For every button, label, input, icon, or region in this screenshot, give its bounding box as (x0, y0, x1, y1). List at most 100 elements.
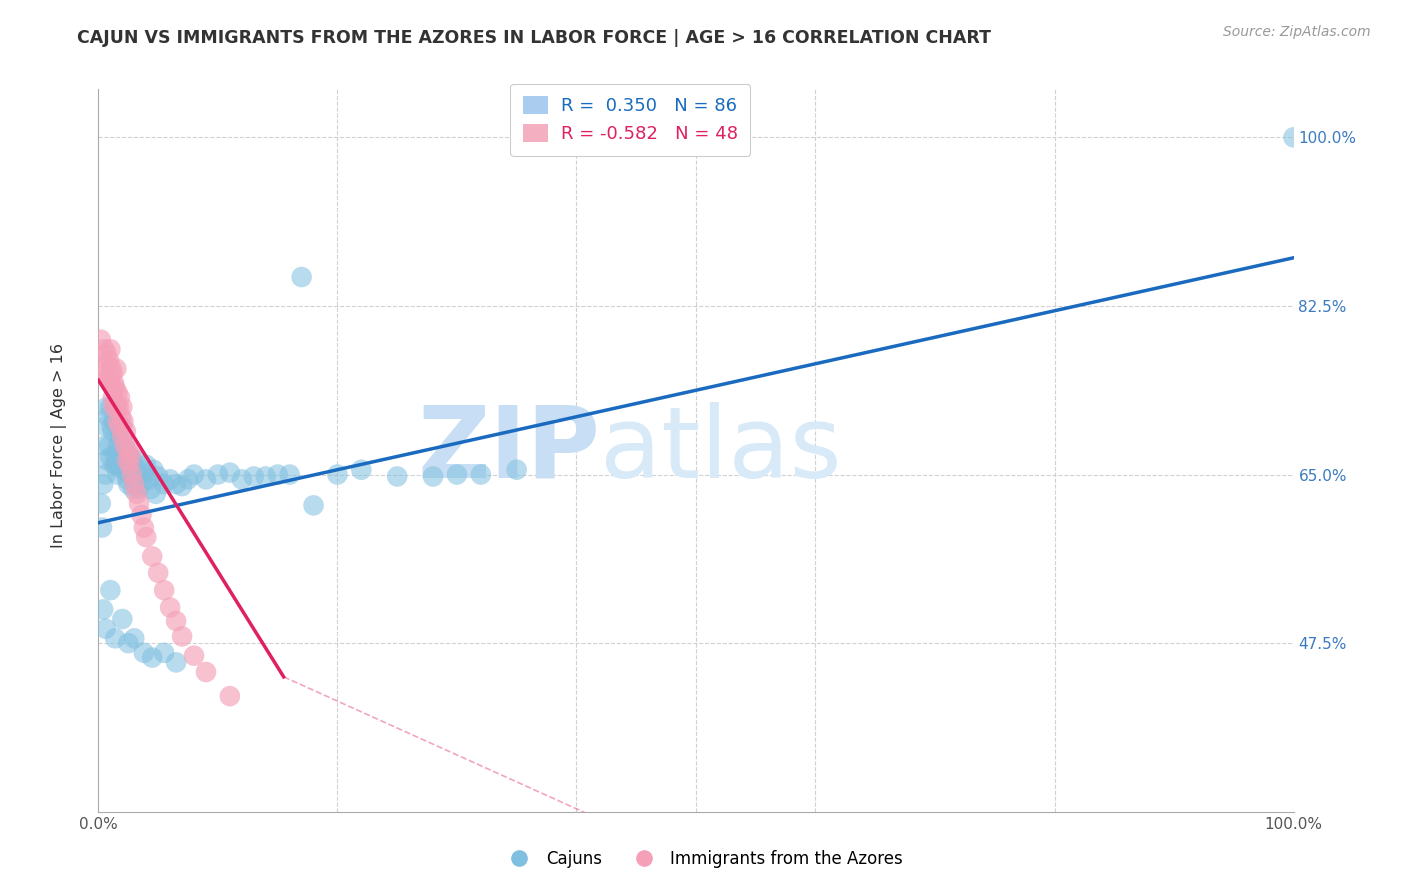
Point (131, 477, 153, 491)
Point (96, 347, 118, 361)
Point (94, 622, 117, 636)
Point (115, 472, 138, 486)
Point (219, 689, 242, 703)
Point (107, 424, 129, 438)
Point (125, 487, 148, 501)
Point (254, 469, 277, 483)
Text: In Labor Force | Age > 16: In Labor Force | Age > 16 (51, 343, 67, 549)
Point (128, 472, 150, 486)
Point (120, 467, 142, 482)
Point (129, 463, 152, 477)
Point (141, 650, 163, 665)
Point (101, 424, 124, 438)
Point (101, 367, 124, 381)
Point (118, 458, 141, 472)
Point (145, 487, 167, 501)
Point (97, 371, 120, 385)
Point (446, 467, 468, 482)
Point (108, 434, 131, 448)
Point (94, 367, 117, 381)
Point (506, 463, 529, 477)
Point (90, 496, 112, 510)
Point (195, 472, 218, 486)
Point (131, 508, 153, 522)
Point (159, 600, 181, 615)
Point (117, 477, 139, 491)
Point (114, 439, 136, 453)
Point (385, 469, 409, 483)
Legend: R =  0.350   N = 86, R = -0.582   N = 48: R = 0.350 N = 86, R = -0.582 N = 48 (510, 84, 751, 156)
Point (139, 482, 162, 496)
Point (159, 472, 181, 486)
Point (107, 439, 129, 453)
Point (98, 400, 122, 414)
Point (165, 477, 187, 491)
Point (125, 467, 148, 482)
Text: ZIP: ZIP (418, 402, 600, 499)
Point (117, 636, 139, 650)
Point (105, 458, 128, 472)
Point (135, 458, 157, 472)
Point (267, 467, 290, 482)
Point (100, 361, 122, 376)
Point (124, 477, 146, 491)
Point (96, 453, 118, 467)
Point (91, 361, 114, 376)
Point (132, 520, 155, 534)
Point (93, 343, 115, 357)
Point (118, 458, 141, 472)
Point (111, 612, 134, 626)
Point (98, 354, 121, 368)
Point (111, 419, 134, 434)
Point (141, 549, 163, 564)
Point (207, 467, 229, 482)
Point (114, 439, 136, 453)
Point (103, 415, 125, 429)
Point (98, 376, 122, 390)
Point (108, 419, 131, 434)
Point (103, 376, 125, 390)
Point (470, 467, 492, 482)
Point (111, 429, 134, 443)
Point (98, 439, 121, 453)
Point (98, 450, 122, 465)
Point (93, 439, 115, 453)
Point (111, 463, 134, 477)
Text: atlas: atlas (600, 402, 842, 499)
Point (183, 648, 205, 663)
Point (243, 469, 266, 483)
Point (183, 467, 205, 482)
Point (124, 472, 146, 486)
Point (108, 458, 131, 472)
Point (103, 400, 125, 414)
Point (91, 602, 114, 616)
Point (124, 453, 146, 467)
Legend: Cajuns, Immigrants from the Azores: Cajuns, Immigrants from the Azores (496, 844, 910, 875)
Point (115, 463, 138, 477)
Point (101, 391, 124, 405)
Point (97, 409, 120, 424)
Point (94, 467, 117, 482)
Point (107, 415, 129, 429)
Point (219, 466, 242, 480)
Point (177, 472, 200, 486)
Point (195, 665, 218, 679)
Point (117, 448, 139, 462)
Point (278, 467, 301, 482)
Point (112, 415, 135, 429)
Point (350, 463, 373, 477)
Point (108, 391, 131, 405)
Point (148, 566, 170, 580)
Point (117, 443, 139, 458)
Point (111, 400, 134, 414)
Point (153, 583, 176, 598)
Point (122, 482, 145, 496)
Point (98, 343, 122, 357)
Point (110, 448, 132, 462)
Point (107, 385, 129, 400)
Point (107, 467, 129, 482)
Point (104, 632, 127, 646)
Point (127, 482, 149, 496)
Text: Source: ZipAtlas.com: Source: ZipAtlas.com (1223, 25, 1371, 39)
Point (98, 583, 122, 598)
